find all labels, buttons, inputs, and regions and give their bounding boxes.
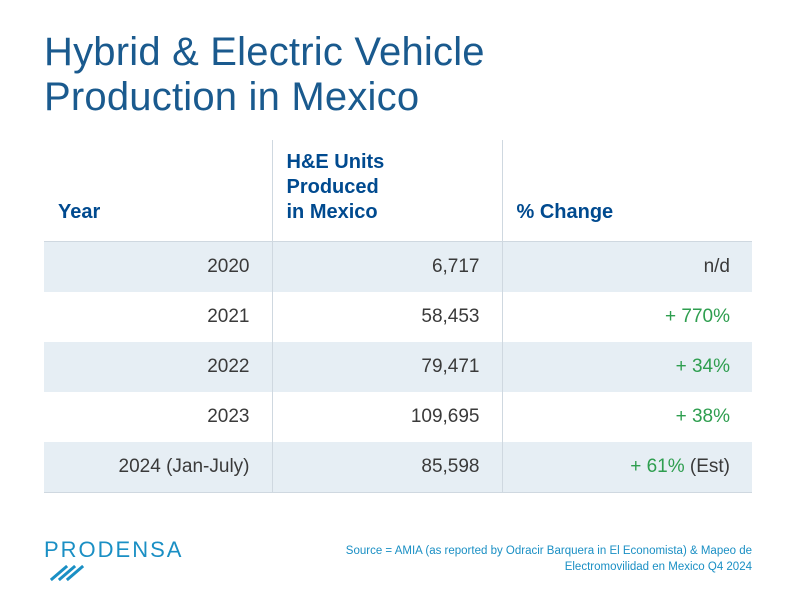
- cell-change: + 34%: [502, 342, 752, 392]
- cell-year: 2024 (Jan-July): [44, 442, 272, 493]
- col-header-change: % Change: [502, 140, 752, 242]
- logo-text: PRODENSA: [44, 537, 183, 563]
- cell-change: + 61% (Est): [502, 442, 752, 493]
- prodensa-logo: PRODENSA: [44, 537, 183, 583]
- table-row: 202279,471+ 34%: [44, 342, 752, 392]
- table-row: 202158,453+ 770%: [44, 292, 752, 342]
- source-line-1: Source = AMIA (as reported by Odracir Ba…: [346, 545, 752, 557]
- source-line-2: Electromovilidad en Mexico Q4 2024: [565, 561, 752, 573]
- cell-change: n/d: [502, 242, 752, 293]
- production-table: Year H&E UnitsProducedin Mexico % Change…: [44, 140, 752, 493]
- cell-units: 109,695: [272, 392, 502, 442]
- table-row: 20206,717n/d: [44, 242, 752, 293]
- title-line-1: Hybrid & Electric Vehicle: [44, 30, 485, 74]
- source-citation: Source = AMIA (as reported by Odracir Ba…: [346, 544, 752, 575]
- cell-year: 2021: [44, 292, 272, 342]
- cell-units: 85,598: [272, 442, 502, 493]
- title-line-2: Production in Mexico: [44, 75, 419, 119]
- cell-units: 6,717: [272, 242, 502, 293]
- cell-year: 2023: [44, 392, 272, 442]
- cell-units: 79,471: [272, 342, 502, 392]
- footer: PRODENSA Source = AMIA (as reported by O…: [44, 537, 752, 583]
- cell-change: + 38%: [502, 392, 752, 442]
- col-header-units: H&E UnitsProducedin Mexico: [272, 140, 502, 242]
- cell-year: 2022: [44, 342, 272, 392]
- table-header-row: Year H&E UnitsProducedin Mexico % Change: [44, 140, 752, 242]
- page-title: Hybrid & Electric Vehicle Production in …: [44, 30, 485, 120]
- table-row: 2023109,695+ 38%: [44, 392, 752, 442]
- cell-year: 2020: [44, 242, 272, 293]
- logo-stripes-icon: [50, 565, 90, 583]
- cell-change: + 770%: [502, 292, 752, 342]
- col-header-year: Year: [44, 140, 272, 242]
- cell-units: 58,453: [272, 292, 502, 342]
- table-row: 2024 (Jan-July)85,598+ 61% (Est): [44, 442, 752, 493]
